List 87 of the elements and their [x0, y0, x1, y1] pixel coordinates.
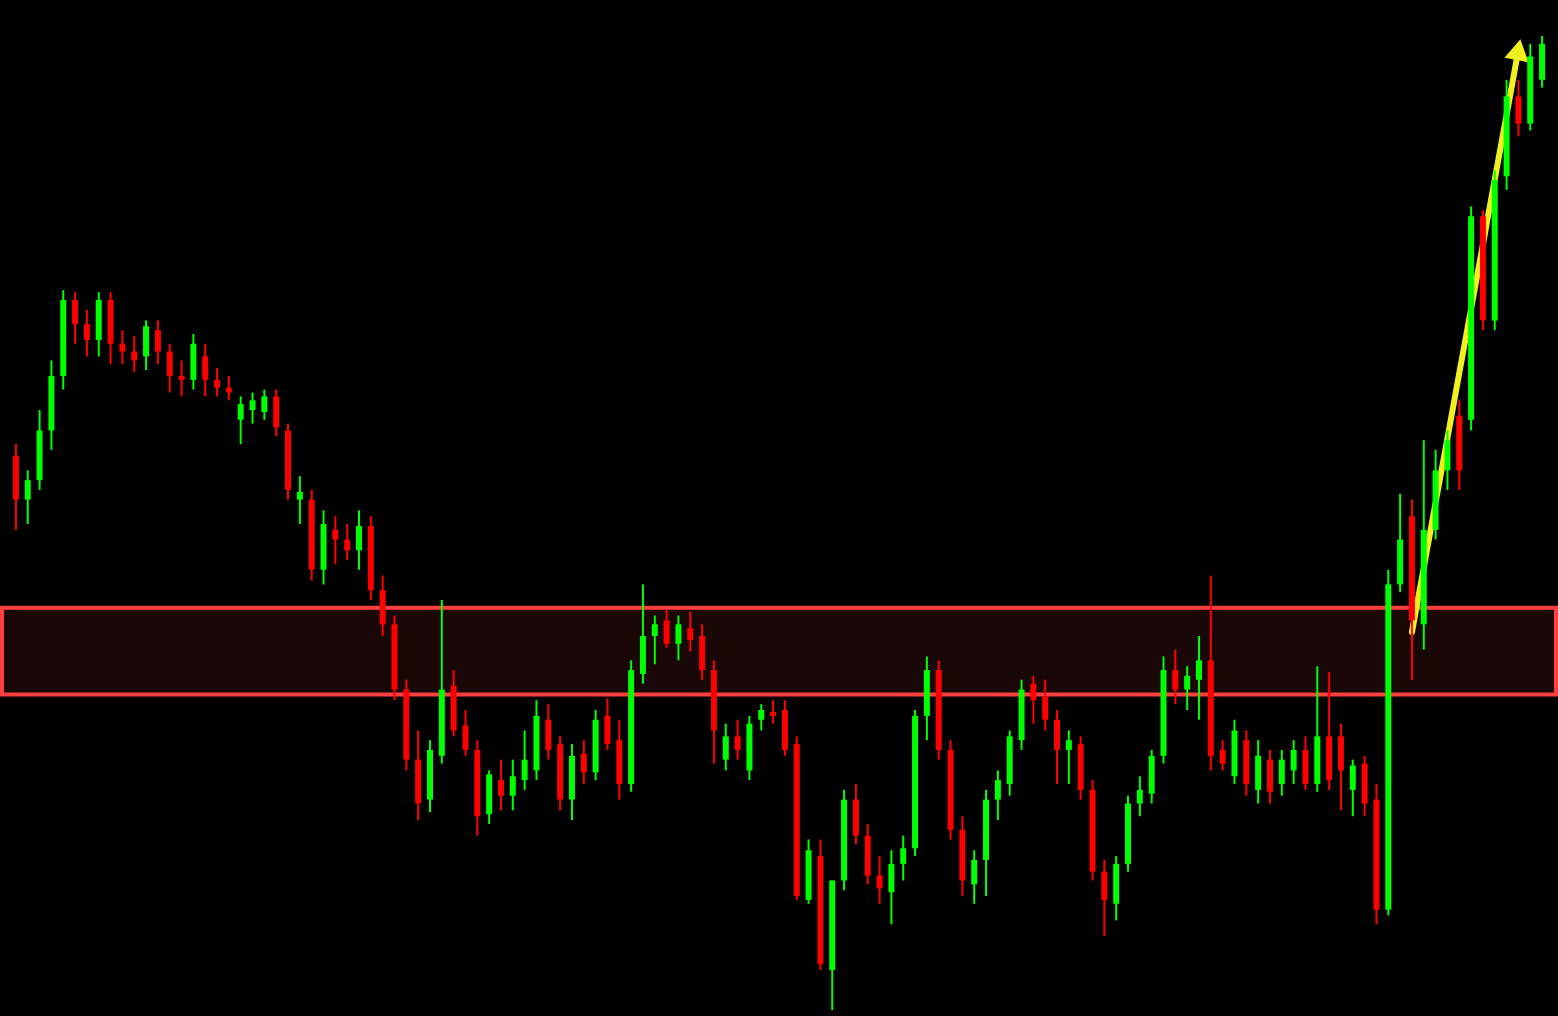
candlestick: [1219, 739, 1226, 772]
candlestick: [1361, 754, 1368, 818]
candlestick: [1539, 35, 1546, 89]
candlestick: [1515, 78, 1522, 138]
candlestick: [1195, 634, 1202, 721]
candlestick: [1444, 429, 1451, 491]
candlestick: [450, 669, 457, 738]
candlestick: [12, 443, 19, 531]
candlestick: [639, 583, 646, 685]
candlestick: [261, 388, 268, 421]
candlestick: [568, 743, 575, 822]
candlestick: [178, 359, 185, 398]
candlestick: [1255, 739, 1262, 805]
candlestick: [1101, 859, 1108, 937]
candlestick: [521, 729, 528, 791]
candlestick: [1326, 671, 1333, 791]
candlestick: [1266, 748, 1273, 805]
candlestick: [415, 729, 422, 822]
candlestick: [923, 655, 930, 742]
candlestick: [462, 709, 469, 757]
candlestick: [734, 718, 741, 761]
candlestick: [344, 522, 351, 562]
candlestick: [1113, 855, 1120, 922]
candlestick: [876, 855, 883, 905]
candlestick: [781, 699, 788, 757]
candlestick: [190, 333, 197, 391]
candlestick: [273, 388, 280, 438]
candlestick: [1148, 748, 1155, 805]
candlestick: [1314, 665, 1321, 793]
candlestick: [1030, 674, 1037, 725]
candlestick: [1231, 718, 1238, 786]
candlestick: [580, 739, 587, 786]
candlestick: [154, 319, 161, 366]
candlestick: [1077, 735, 1084, 801]
candlestick: [1278, 748, 1285, 797]
candlestick: [864, 822, 871, 886]
candlestick: [770, 699, 777, 725]
candlestick: [1302, 735, 1309, 791]
candlestick: [1243, 729, 1250, 797]
candlestick: [758, 703, 765, 732]
candlestick: [1054, 709, 1061, 786]
candlestick: [379, 574, 386, 637]
candlestick: [214, 367, 221, 398]
candlestick: [166, 342, 173, 394]
candlestick: [687, 610, 694, 653]
candlestick: [971, 849, 978, 905]
candlestick: [1349, 758, 1356, 818]
candlestick: [852, 783, 859, 846]
candlestick: [509, 758, 516, 812]
candlestick: [296, 475, 303, 525]
candlestick: [356, 509, 363, 571]
candlestick: [651, 614, 658, 666]
candlestick: [1337, 722, 1344, 812]
candlestick: [1172, 648, 1179, 706]
candlestick: [107, 291, 114, 366]
candlestick: [994, 769, 1001, 822]
candlestick: [332, 515, 339, 565]
candlestick: [746, 714, 753, 782]
candlestick: [1136, 775, 1143, 818]
candlestick: [616, 718, 623, 801]
candlestick: [320, 509, 327, 586]
candlestick: [24, 469, 31, 525]
candlestick: [72, 291, 79, 345]
candlestick: [1006, 729, 1013, 797]
candlestick: [143, 319, 150, 372]
candlestick: [95, 291, 102, 358]
candlestick: [545, 703, 552, 761]
candlestick: [249, 391, 256, 425]
candlestick: [1397, 492, 1404, 594]
candlestick: [497, 758, 504, 812]
candlestick: [900, 834, 907, 882]
candlestick: [663, 608, 670, 649]
candlestick: [202, 342, 209, 398]
candlestick: [1065, 729, 1072, 786]
candlestick: [1184, 665, 1191, 712]
candlestick: [888, 849, 895, 926]
candlestick: [486, 769, 493, 825]
candlestick: [119, 329, 126, 366]
candlestick: [237, 395, 244, 446]
candlestick: [1290, 739, 1297, 786]
candlestick: [131, 334, 138, 374]
candlestick: [722, 722, 729, 772]
candlestick: [83, 308, 90, 358]
candlestick: [699, 623, 706, 681]
candlestick: [675, 614, 682, 662]
candlestick: [1042, 678, 1049, 732]
candlestick: [604, 697, 611, 751]
